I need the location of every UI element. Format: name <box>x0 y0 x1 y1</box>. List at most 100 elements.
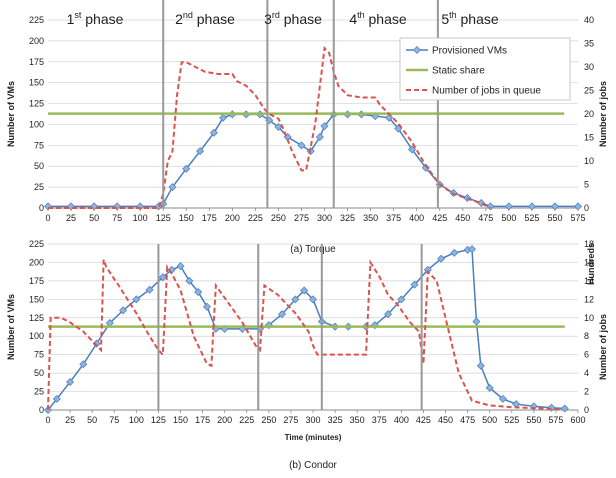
data-point <box>66 377 75 386</box>
phase-number: 2 <box>175 11 183 27</box>
y-tick-label: 125 <box>29 99 44 109</box>
data-point <box>384 310 393 319</box>
x-tick-label: 425 <box>432 213 447 223</box>
data-point <box>300 286 309 295</box>
phase-word: phase <box>280 11 322 27</box>
x-tick-label: 400 <box>409 213 424 223</box>
x-tick-label: 225 <box>248 213 263 223</box>
data-point <box>504 202 513 211</box>
y2-tick-label: 20 <box>584 109 594 119</box>
legend-label: Static share <box>432 66 485 77</box>
x-tick-label: 300 <box>317 213 332 223</box>
x-tick-label: 0 <box>45 213 50 223</box>
phase-label: 5th phase <box>441 10 499 27</box>
x-tick-label: 275 <box>283 415 298 425</box>
x-tick-label: 525 <box>504 415 519 425</box>
data-point <box>176 262 185 271</box>
y2-tick-label: 2 <box>584 387 589 397</box>
x-tick-label: 125 <box>156 213 171 223</box>
y-tick-label: 25 <box>34 182 44 192</box>
data-point <box>421 163 430 172</box>
x-tick-label: 175 <box>202 213 217 223</box>
x-tick-label: 100 <box>133 213 148 223</box>
x-tick-label: 75 <box>112 213 122 223</box>
y2-tick-label: 15 <box>584 133 594 143</box>
y2-tick-label: 12 <box>584 294 594 304</box>
x-tick-label: 325 <box>340 213 355 223</box>
data-point <box>574 202 582 211</box>
x-tick-label: 350 <box>350 415 365 425</box>
y2-axis-unit: Hundreds <box>586 243 596 285</box>
data-point <box>498 394 507 403</box>
x-tick-label: 200 <box>225 213 240 223</box>
data-point <box>315 132 324 141</box>
x-tick-label: 550 <box>547 213 562 223</box>
x-tick-label: 325 <box>328 415 343 425</box>
series-line <box>47 259 561 411</box>
y-tick-label: 150 <box>29 78 44 88</box>
x-tick-label: 350 <box>363 213 378 223</box>
x-tick-label: 200 <box>217 415 232 425</box>
phase-number: 5 <box>441 11 449 27</box>
phase-labels: 1st phase 2nd phase 3rd phase 4th phase 5th … <box>67 10 499 27</box>
y2-tick-label: 8 <box>584 331 589 341</box>
y-tick-label: 0 <box>39 405 44 415</box>
phase-label: 2nd phase <box>175 10 235 27</box>
x-tick-label: 275 <box>294 213 309 223</box>
x-tick-label: 25 <box>66 213 76 223</box>
chart-caption: (a) Torque <box>290 244 336 255</box>
phase-ordinal: rd <box>272 10 280 20</box>
y-tick-label: 200 <box>29 257 44 267</box>
data-point <box>145 285 154 294</box>
y-tick-label: 225 <box>29 239 44 249</box>
y2-tick-label: 0 <box>584 405 589 415</box>
y2-tick-label: 25 <box>584 86 594 96</box>
phase-ordinal: nd <box>183 10 193 20</box>
data-point <box>297 141 306 150</box>
chart-torque: 0 25 50 75 100 125 150 175 200 225 0 5 10 15 20 25 30 35 4… <box>6 15 608 255</box>
x-tick-label: 175 <box>195 415 210 425</box>
y-tick-label: 225 <box>29 15 44 25</box>
data-point <box>203 302 211 311</box>
data-point <box>185 276 194 285</box>
chart-caption: (b) Condor <box>289 460 337 471</box>
y2-tick-label: 40 <box>584 15 594 25</box>
legend-label: Number of jobs in queue <box>432 86 541 97</box>
x-tick-label: 525 <box>524 213 539 223</box>
x-tick-label: 50 <box>87 415 97 425</box>
x-tick-label: 500 <box>482 415 497 425</box>
x-tick-label: 450 <box>438 415 453 425</box>
y2-tick-label: 4 <box>584 368 589 378</box>
data-point <box>410 280 419 289</box>
x-tick-label: 150 <box>173 415 188 425</box>
y-tick-label: 175 <box>29 276 44 286</box>
x-tick-label: 25 <box>65 415 75 425</box>
x-tick-label: 425 <box>416 415 431 425</box>
y-axis-title: Number of VMs <box>6 81 16 147</box>
y-tick-label: 50 <box>34 368 44 378</box>
y2-axis-title: Number of jobs <box>598 81 608 147</box>
x-tick-label: 400 <box>394 415 409 425</box>
data-point <box>320 122 329 131</box>
phase-label: 3rd phase <box>264 10 322 27</box>
data-point <box>408 145 417 154</box>
data-point <box>397 295 406 304</box>
data-point <box>79 360 88 369</box>
series-number-of-jobs-in-queue <box>48 46 491 209</box>
x-tick-label: 250 <box>271 213 286 223</box>
y2-tick-label: 35 <box>584 39 594 49</box>
data-point <box>527 202 536 211</box>
legend-item: Number of jobs in queue <box>406 86 541 97</box>
series-line <box>48 113 578 208</box>
phase-number: 3 <box>264 11 272 27</box>
x-tick-label: 375 <box>372 415 387 425</box>
data-point <box>196 147 205 156</box>
data-point <box>274 122 283 131</box>
y2-axis-title: Number of jobs <box>598 314 608 380</box>
y-tick-label: 200 <box>29 36 44 46</box>
data-point <box>52 394 61 403</box>
x-tick-label: 450 <box>455 213 470 223</box>
x-tick-label: 375 <box>386 213 401 223</box>
y2-tick-label: 10 <box>584 313 594 323</box>
